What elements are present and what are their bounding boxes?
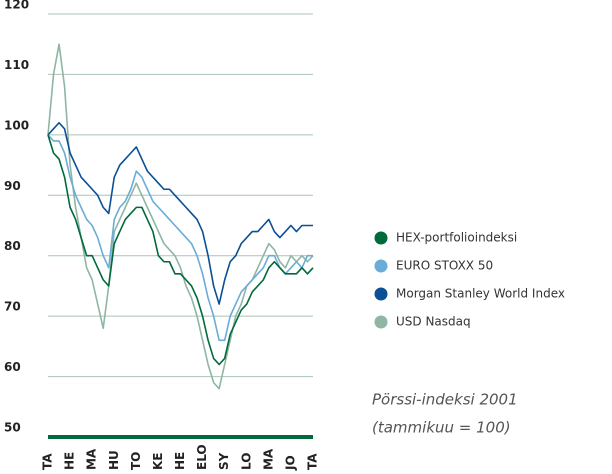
x-tick-label: MA [85, 448, 99, 470]
x-tick-label: TO [129, 452, 143, 470]
x-tick-label: MA [261, 448, 275, 470]
legend-label: Morgan Stanley World Index [396, 287, 565, 301]
legend-marker [374, 259, 388, 273]
legend-marker [374, 315, 388, 329]
y-tick-label: 90 [4, 179, 21, 193]
legend-marker [374, 287, 388, 301]
x-tick-label: KE [151, 453, 165, 471]
x-tick-label: HE [63, 452, 77, 470]
x-tick-label: LO [239, 453, 253, 470]
x-tick-label: JO [283, 455, 297, 471]
x-tick-label: ELO [195, 444, 209, 470]
x-tick-label: HU [107, 450, 121, 470]
series-line [47, 43, 314, 390]
series-line [47, 134, 314, 366]
y-tick-label: 60 [4, 360, 21, 374]
y-tick-label: 70 [4, 300, 21, 314]
series-line [47, 134, 313, 342]
series-line [47, 121, 313, 305]
legend-label: EURO STOXX 50 [396, 259, 493, 273]
x-tick-label: TA [306, 453, 320, 470]
y-tick-label: 50 [4, 421, 21, 435]
legend-label: USD Nasdaq [396, 315, 471, 329]
chart-title: Pörssi-indeksi 2001 [372, 391, 518, 409]
y-tick-label: 80 [4, 239, 21, 253]
chart-subtitle: (tammikuu = 100) [372, 419, 511, 437]
legend-marker [374, 231, 388, 245]
y-tick-label: 100 [4, 118, 29, 132]
x-tick-label: SY [217, 452, 231, 470]
x-tick-label: TA [41, 453, 55, 470]
y-tick-label: 110 [4, 58, 29, 72]
y-tick-label: 120 [4, 0, 29, 12]
legend-label: HEX-portfolioindeksi [396, 231, 517, 245]
x-tick-label: HE [173, 452, 187, 470]
